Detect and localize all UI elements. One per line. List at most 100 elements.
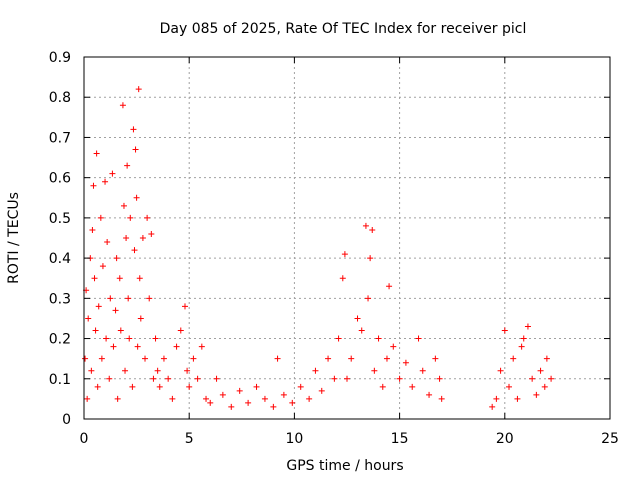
data-point	[432, 355, 439, 362]
data-point	[131, 247, 138, 254]
data-point	[148, 230, 155, 237]
data-point	[103, 335, 110, 342]
data-point	[99, 263, 106, 270]
data-point	[84, 395, 91, 402]
data-point	[358, 327, 365, 334]
data-point	[331, 375, 338, 382]
data-point	[339, 275, 346, 282]
data-point	[426, 391, 433, 398]
data-point	[419, 367, 426, 374]
data-point	[136, 275, 143, 282]
y-tick-label: 0.9	[49, 50, 71, 66]
data-point	[280, 391, 287, 398]
data-point	[497, 367, 504, 374]
data-point	[245, 399, 252, 406]
data-point	[106, 375, 113, 382]
y-tick-label: 0.5	[49, 211, 71, 227]
y-tick-label: 0	[62, 412, 71, 428]
y-axis-label: ROTI / TECUs	[6, 192, 22, 284]
data-point	[354, 315, 361, 322]
data-point	[85, 315, 92, 322]
y-tick-label: 0.1	[49, 372, 71, 388]
data-point	[306, 395, 313, 402]
data-point	[396, 375, 403, 382]
y-tick-label: 0.6	[49, 171, 71, 187]
y-tick-label: 0.4	[49, 251, 71, 267]
x-axis-label: GPS time / hours	[286, 458, 403, 474]
data-point	[529, 375, 536, 382]
data-point	[107, 295, 114, 302]
data-point	[150, 375, 157, 382]
ticks: 0 5 10 15 20 25 0 0.1 0.2 0.3 0.4 0.5 0.6 0.7 0.8 0.9	[49, 50, 619, 447]
data-point	[236, 387, 243, 394]
data-point	[113, 255, 120, 262]
data-point	[90, 182, 97, 189]
data-point	[133, 194, 140, 201]
data-point	[207, 399, 214, 406]
data-point	[154, 367, 161, 374]
data-point	[97, 214, 104, 221]
data-point	[335, 335, 342, 342]
data-point	[173, 343, 180, 350]
data-point	[379, 383, 386, 390]
data-point	[198, 343, 205, 350]
data-point	[95, 303, 102, 310]
data-point	[116, 275, 123, 282]
data-points	[82, 86, 555, 410]
data-point	[119, 102, 126, 109]
data-point	[94, 383, 101, 390]
grid	[84, 57, 610, 419]
data-point	[130, 126, 137, 133]
data-point	[409, 383, 416, 390]
data-point	[122, 367, 129, 374]
data-point	[219, 391, 226, 398]
data-point	[312, 367, 319, 374]
data-point	[369, 226, 376, 233]
data-point	[186, 383, 193, 390]
data-point	[362, 222, 369, 229]
data-point	[367, 255, 374, 262]
data-point	[126, 335, 133, 342]
data-point	[436, 375, 443, 382]
data-point	[92, 327, 99, 334]
data-point	[289, 399, 296, 406]
x-tick-label: 15	[391, 431, 409, 447]
data-point	[160, 355, 167, 362]
data-point	[110, 343, 117, 350]
data-point	[120, 202, 127, 209]
x-tick-label: 10	[285, 431, 303, 447]
data-point	[88, 367, 95, 374]
data-point	[135, 86, 142, 93]
data-point	[124, 162, 131, 169]
x-tick-label: 5	[185, 431, 194, 447]
data-point	[325, 355, 332, 362]
data-point	[344, 375, 350, 382]
data-point	[348, 355, 355, 362]
data-point	[109, 170, 116, 177]
data-point	[318, 387, 325, 394]
data-point	[181, 303, 188, 310]
data-point	[520, 335, 527, 342]
data-point	[91, 275, 98, 282]
data-point	[541, 383, 548, 390]
data-point	[506, 383, 513, 390]
y-tick-label: 0.8	[49, 90, 71, 106]
x-tick-label: 0	[80, 431, 89, 447]
data-point	[524, 323, 531, 330]
data-point	[117, 327, 124, 334]
data-point	[123, 235, 130, 241]
data-point	[104, 239, 111, 246]
data-point	[156, 383, 163, 390]
data-point	[489, 403, 496, 410]
data-point	[510, 355, 517, 362]
data-point	[390, 343, 397, 350]
data-point	[177, 327, 184, 334]
data-point	[371, 367, 378, 374]
data-point	[543, 355, 550, 362]
data-point	[533, 391, 540, 398]
data-point	[93, 150, 100, 157]
data-point	[514, 395, 521, 402]
data-point	[89, 226, 96, 233]
data-point	[98, 355, 105, 362]
